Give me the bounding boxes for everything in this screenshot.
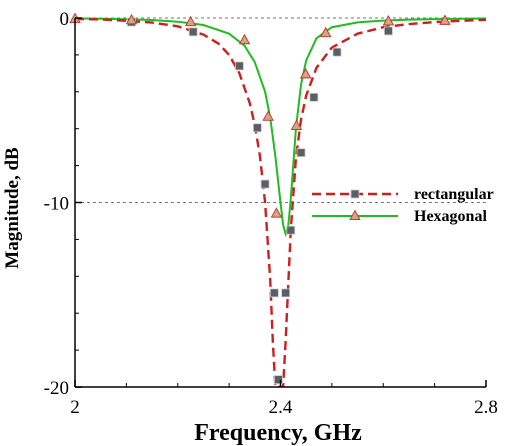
legend-item-rectangular: rectangular bbox=[312, 186, 494, 203]
y-tick-label: 0 bbox=[60, 9, 70, 30]
data-point bbox=[299, 67, 312, 79]
data-point bbox=[383, 26, 393, 36]
data-point bbox=[260, 179, 270, 189]
x-tick-label: 2.4 bbox=[269, 397, 293, 418]
data-point bbox=[290, 119, 303, 130]
data-point bbox=[281, 288, 291, 298]
reference-lines bbox=[75, 17, 486, 203]
data-point bbox=[319, 26, 332, 38]
data-point bbox=[309, 92, 319, 102]
legend: rectangular Hexagonal bbox=[312, 186, 494, 225]
series-markers-Hexagonal bbox=[69, 12, 451, 218]
x-axis-title: Frequency, GHz bbox=[194, 420, 362, 446]
data-point bbox=[234, 61, 244, 71]
legend-label: Hexagonal bbox=[414, 208, 487, 225]
legend-marker bbox=[350, 189, 360, 199]
data-point bbox=[439, 14, 451, 25]
ticks: 2 2.4 2.8 0 -10 -20 bbox=[44, 9, 498, 418]
y-axis-title: Magnitude, dB bbox=[2, 147, 23, 269]
data-point bbox=[269, 288, 279, 298]
y-tick-label: -20 bbox=[44, 378, 69, 399]
data-point bbox=[382, 14, 395, 26]
data-point bbox=[238, 33, 251, 45]
legend-item-Hexagonal: Hexagonal bbox=[312, 208, 487, 225]
data-point bbox=[296, 148, 306, 158]
y-tick-label: -10 bbox=[44, 194, 69, 215]
data-point bbox=[188, 27, 198, 37]
data-point bbox=[262, 110, 274, 121]
series-line-rectangular bbox=[75, 17, 486, 387]
x-tick-label: 2.8 bbox=[474, 397, 498, 418]
data-point bbox=[125, 13, 138, 25]
legend-label: rectangular bbox=[414, 186, 494, 203]
data-point bbox=[274, 375, 283, 385]
series-layer bbox=[69, 12, 486, 387]
data-point bbox=[252, 123, 262, 133]
data-point bbox=[270, 207, 283, 218]
data-point bbox=[184, 15, 197, 27]
series-path bbox=[75, 17, 486, 387]
series-markers-rectangular bbox=[127, 17, 393, 385]
data-point bbox=[286, 225, 296, 235]
legend-marker bbox=[349, 209, 361, 221]
data-point bbox=[332, 47, 342, 57]
x-tick-label: 2 bbox=[70, 397, 80, 418]
